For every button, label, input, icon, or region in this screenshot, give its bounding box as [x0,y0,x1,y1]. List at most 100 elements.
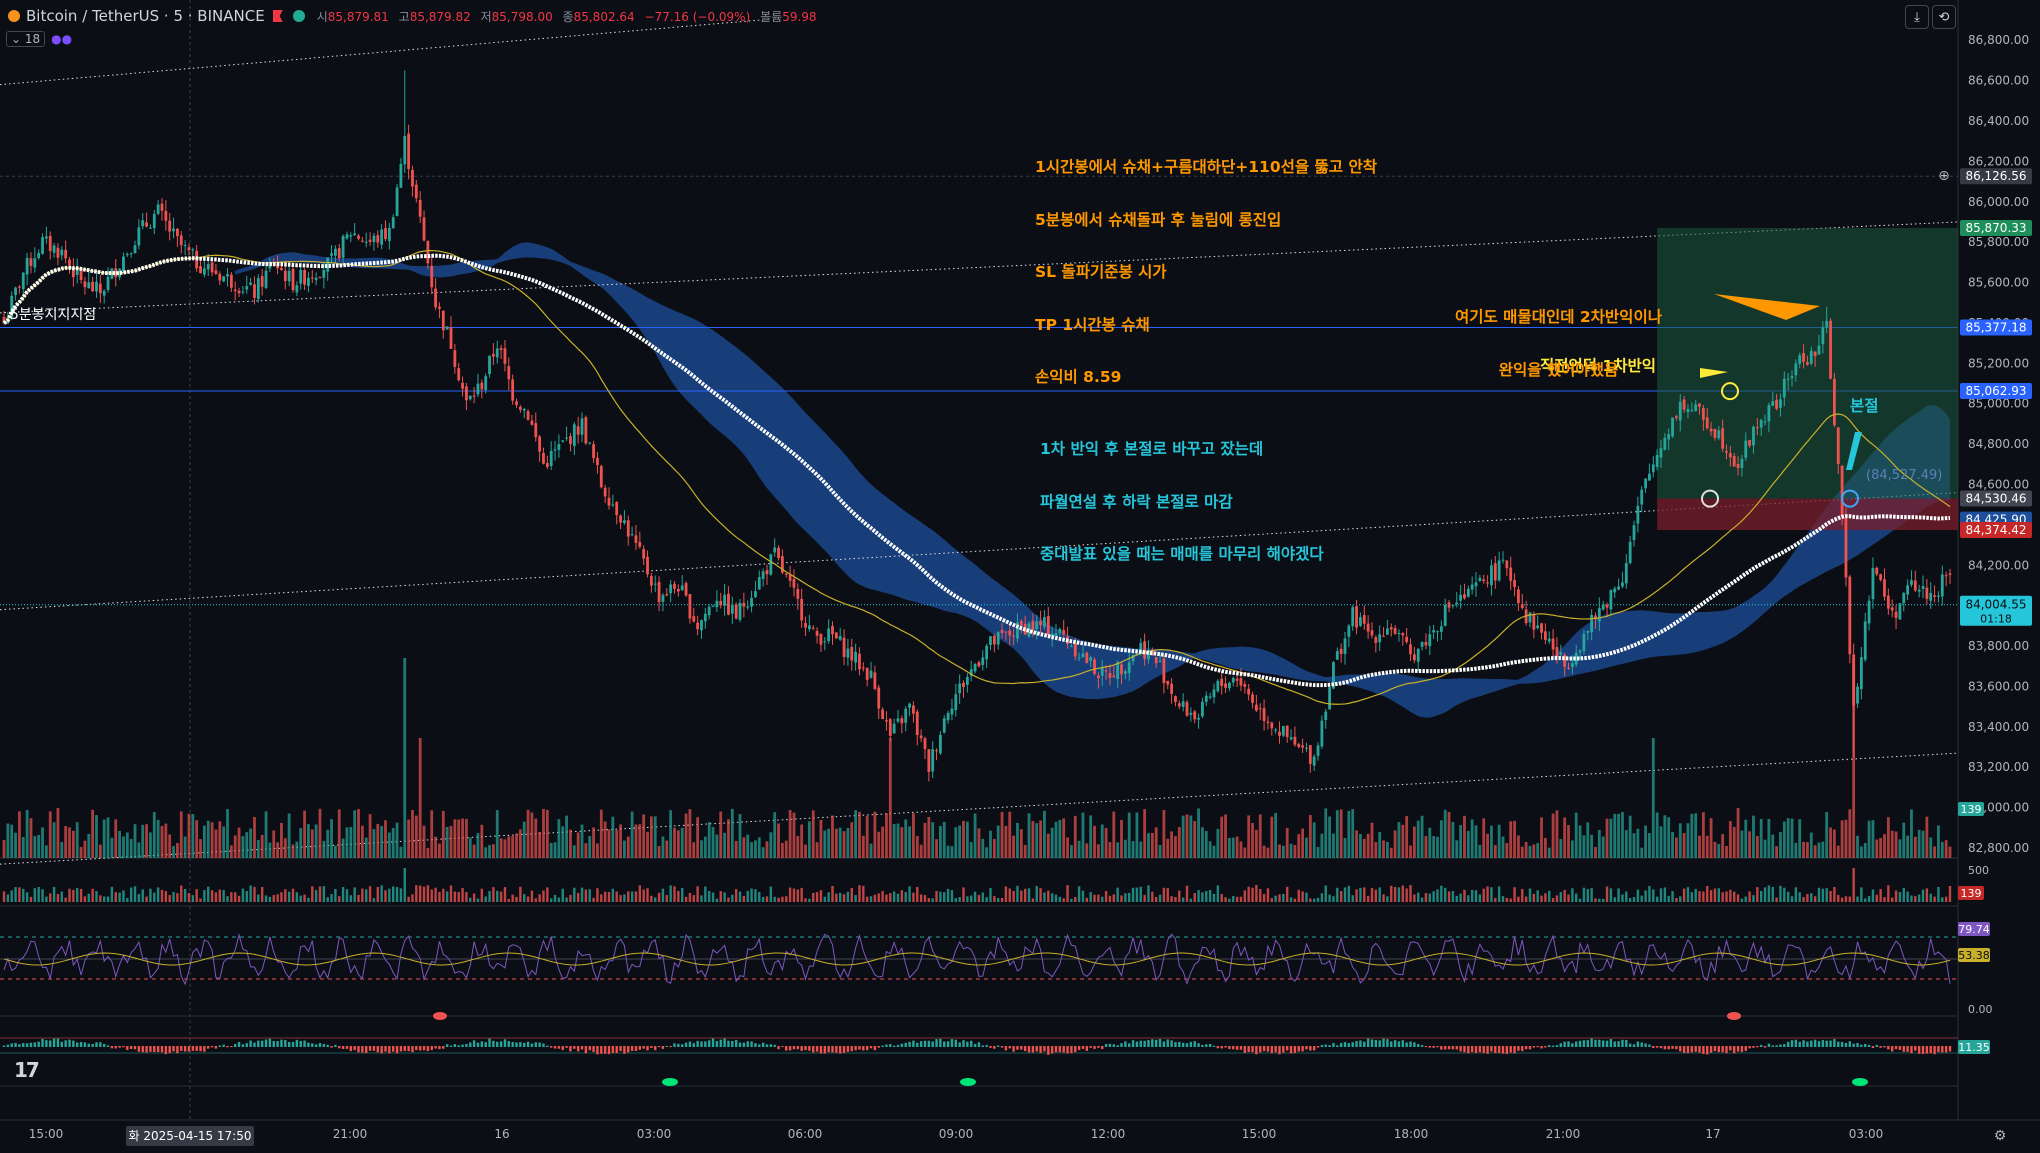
osc-bar [1320,1045,1324,1047]
volume-bar [1713,841,1717,858]
volume-bar-sub [1374,889,1378,902]
volume-bar [842,831,846,858]
volume-bar [1409,845,1412,858]
volume-bar [280,822,283,858]
candle-body [927,749,931,772]
volume-bar-sub [56,893,60,902]
osc-bar [1636,1041,1640,1047]
osc-bar [338,1046,341,1049]
volume-bar-sub [457,891,460,902]
candle-body [576,426,580,435]
volume-bar [299,828,303,858]
osc-bar [1598,1039,1601,1047]
rsi-signal-line [3,952,1951,966]
volume-bar [877,831,881,858]
osc-bar [1328,1045,1331,1047]
volume-bar [195,820,199,858]
volume-bar [1455,840,1459,858]
candle-body [1875,567,1879,575]
candle-body [1355,606,1358,628]
volume-bar-sub [1332,896,1335,902]
volume-bar-sub [1478,894,1482,902]
osc-bar [388,1046,391,1054]
volume-bar [1651,738,1655,858]
volume-bar [1605,818,1609,858]
volume-bar [1621,812,1624,858]
osc-bar [819,1046,823,1054]
volume-bar [349,826,353,858]
volume-bar [114,819,118,858]
candle-body [1293,736,1297,745]
volume-bar [754,840,757,858]
volume-bar [1910,809,1913,858]
volume-bar-sub [295,892,299,902]
osc-bar [1609,1039,1613,1047]
osc-bar [908,1041,911,1047]
volume-bar-sub [1467,895,1470,902]
osc-bar [430,1046,433,1051]
indicator-toggle[interactable]: ⌄ 18 ●● [6,31,72,47]
volume-bar-sub [1875,894,1878,902]
osc-bar [1694,1046,1697,1052]
symbol-title[interactable]: Bitcoin / TetherUS · 5 · BINANCE [26,7,265,25]
osc-bar [1852,1043,1855,1047]
candle-body [649,576,653,586]
osc-bar [1813,1039,1817,1047]
volume-bar [1201,827,1204,858]
volume-bar-sub [1744,896,1747,902]
osc-bar [1944,1046,1948,1053]
osc-bar [1166,1039,1169,1047]
candle-body [1894,611,1898,618]
volume-bar [1359,834,1362,858]
candle-body [1478,577,1482,581]
candle-body [1201,701,1204,717]
volume-bar-sub [1359,887,1362,902]
flag-icon[interactable] [272,10,283,22]
volume-bar [1490,825,1493,858]
candle-body [376,235,380,243]
candle-body [696,622,700,630]
candle-body [669,584,673,594]
candle-body [41,237,44,254]
candle-body [1748,440,1752,446]
volume-bar [253,816,256,858]
candle-body [777,547,780,559]
volume-bar [962,820,965,858]
download-icon[interactable]: ⤓ [1905,5,1929,29]
volume-bar-sub [966,896,969,902]
volume-bar-sub [1162,887,1166,902]
osc-bar [1482,1046,1485,1054]
volume-bar-sub [1652,889,1655,902]
volume-bar-sub [122,890,125,902]
candle-body [1813,351,1817,357]
osc-bar [260,1040,264,1047]
volume-bar [1886,817,1890,858]
volume-bar-sub [804,898,807,902]
volume-bar-sub [692,895,695,902]
volume-bar [815,842,819,858]
candle-body [599,466,603,488]
volume-bar [438,843,441,858]
volume-bar-sub [1093,894,1096,902]
volume-bar [1054,821,1058,858]
osc-bar [850,1046,853,1052]
candle-body [545,463,549,468]
volume-bar [1443,809,1447,858]
candle-body [1274,729,1278,731]
level2-price-tag-bg [1960,382,2032,399]
osc-bar [445,1044,449,1047]
volume-bar [368,814,372,858]
refresh-icon[interactable]: ⟲ [1932,5,1956,29]
vol2-tag-bg [1958,886,1984,900]
collapse-chevron-icon[interactable]: ⌄ 18 [6,31,46,47]
price-tick: 86,800.00 [1968,33,2029,47]
osc-bar [1301,1046,1304,1052]
candle-body [1177,703,1181,707]
volume-bar [1262,845,1266,858]
volume-bar [1648,833,1651,858]
volume-bar-sub [14,887,17,902]
volume-bar [384,820,387,858]
crosshair-time-tag: 화 2025-04-15 17:50 [129,1129,252,1143]
